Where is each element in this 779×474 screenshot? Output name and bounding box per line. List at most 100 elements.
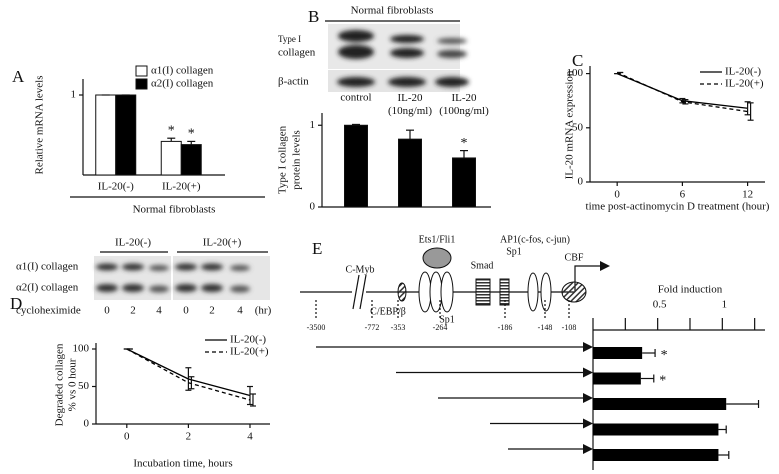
y-tick-label: 0 (578, 176, 584, 188)
y-tick-label: 0 (310, 201, 316, 213)
bar (180, 144, 202, 176)
legend-swatch (135, 65, 148, 77)
legend-label: IL-20(+) (230, 346, 269, 358)
x-tick-label: IL-20 (100ng/ml) (439, 92, 489, 117)
error-bar (352, 123, 360, 126)
blot-unit: (hr) (255, 305, 272, 317)
blot-lane: 0 (104, 305, 110, 317)
y-axis-label: protein levels (291, 130, 303, 190)
x-tick-label: 2 (186, 431, 192, 443)
y-axis-label: Type I collagen (277, 125, 289, 194)
significance: * (168, 123, 175, 138)
y-tick-label: 1 (71, 89, 77, 101)
y-axis-label: Relative mRNA levels (34, 76, 46, 175)
construct-arrow (583, 367, 593, 378)
x-axis-label: Incubation time, hours (133, 458, 232, 470)
series-line (126, 348, 251, 401)
error-bar (718, 451, 730, 459)
blot-row-label: β-actin (278, 76, 309, 88)
error-bar (406, 129, 414, 140)
promoter-diagram (300, 247, 610, 313)
error-bar (744, 101, 751, 116)
error-bar (460, 150, 468, 158)
error-bar (249, 393, 256, 407)
y-tick-label: 50 (78, 380, 90, 392)
y-tick-label: 100 (73, 343, 90, 355)
x-tick-label: 4 (247, 431, 253, 443)
factor-label: CBF (565, 252, 584, 263)
significance: * (659, 374, 666, 389)
error-bar (682, 99, 689, 105)
legend-swatch (135, 78, 148, 90)
blot-group: IL-20(+) (203, 237, 242, 249)
error-bar (718, 425, 727, 434)
construct-arrow (583, 342, 593, 352)
significance: * (661, 348, 668, 363)
position-label: -353 (391, 323, 406, 332)
factor-label: AP1(c-fos, c-jun) (500, 234, 570, 245)
y-tick-label: 0 (84, 418, 90, 430)
y-axis-label: IL-20 mRNA expression (564, 70, 576, 179)
y-tick-label: 1 (310, 119, 316, 131)
position-label: -186 (498, 323, 513, 332)
x-tick-label: 6 (680, 189, 686, 201)
factor-label: Smad (471, 260, 494, 271)
error-bar (246, 385, 253, 406)
y-tick-label: 50 (572, 121, 584, 133)
factor-label: C/EBP/β (370, 306, 406, 317)
legend-label: IL-20(-) (230, 334, 266, 346)
panel-letter: B (308, 7, 319, 26)
blot-lane: 4 (237, 305, 243, 317)
x-tick-label: 0.5 (653, 299, 667, 311)
construct-arrow (583, 418, 593, 429)
panel-letter: D (10, 294, 22, 313)
panel-letter: E (312, 239, 322, 258)
blot-lane: 4 (156, 305, 162, 317)
blot-row-label: Type I (278, 34, 301, 44)
error-bar (187, 140, 196, 145)
bar (593, 372, 641, 385)
x-tick-label: IL-20 (10ng/ml) (388, 92, 432, 117)
blot-b (325, 20, 469, 92)
blot-treatment: cycloheximide (16, 305, 81, 317)
position-label: -772 (365, 323, 380, 332)
factor-label: Sp1 (439, 314, 455, 325)
y-tick-label: 100 (567, 67, 584, 79)
legend-label: α1(I) collagen (151, 65, 214, 77)
bar (593, 449, 719, 461)
legend-label: α2(I) collagen (151, 78, 214, 90)
construct-arrow (583, 393, 593, 403)
factor-label: C-Myb (346, 264, 375, 275)
blot-lane: 2 (130, 305, 136, 317)
error-bar (167, 137, 176, 142)
blot-d (94, 251, 270, 300)
x-tick-label: IL-20(-) (98, 181, 134, 193)
legend-label: IL-20(-) (725, 66, 761, 78)
panel-letter: A (12, 67, 25, 86)
blot-header: Normal fibroblasts (351, 5, 434, 17)
bar (593, 347, 643, 359)
bar (593, 398, 727, 410)
x-tick-label: control (340, 92, 371, 104)
x-tick-label: 1 (722, 299, 728, 311)
legend-label: IL-20(+) (725, 78, 764, 90)
error-bar (642, 349, 656, 357)
position-label: -3500 (307, 323, 326, 332)
bar (593, 423, 719, 436)
blot-group: IL-20(-) (115, 237, 151, 249)
position-label: -108 (562, 323, 577, 332)
factor-label: Sp1 (506, 246, 522, 257)
bar (344, 124, 368, 208)
error-bar (185, 367, 192, 391)
error-bar (726, 400, 760, 408)
x-axis-label: time post-actinomycin D treatment (hour) (586, 201, 770, 213)
position-label: -148 (538, 323, 553, 332)
x-tick-label: 0 (124, 431, 130, 443)
error-bar (747, 102, 754, 121)
series-line (616, 71, 748, 113)
y-axis-label: Degraded collagen (54, 343, 66, 426)
position-label: -264 (433, 323, 448, 332)
blot-row-label: collagen (278, 47, 316, 59)
blot-row-label: α2(I) collagen (16, 282, 79, 294)
